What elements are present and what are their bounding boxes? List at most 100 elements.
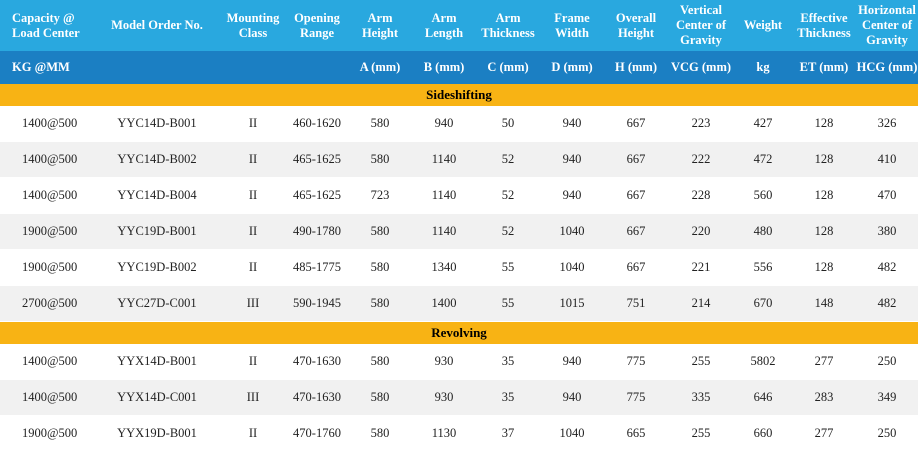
section-header-row: Revolving — [0, 321, 918, 344]
cell-model-order-no: YYC27D-C001 — [94, 285, 220, 322]
cell-vcg: 255 — [668, 344, 734, 380]
cell-mounting-class: III — [220, 285, 286, 322]
cell-vcg: 228 — [668, 177, 734, 214]
cell-model-order-no: YYC19D-B001 — [94, 213, 220, 250]
cell-arm-height: 580 — [348, 415, 412, 452]
unit-model — [94, 51, 220, 84]
cell-capacity: 1400@500 — [0, 379, 94, 416]
cell-arm-height: 580 — [348, 213, 412, 250]
cell-arm-thickness: 52 — [476, 177, 540, 214]
cell-arm-height: 580 — [348, 344, 412, 380]
col-header-arm-length: Arm Length — [412, 0, 476, 51]
section-header-row: Sideshifting — [0, 84, 918, 106]
unit-capacity: KG @MM — [0, 51, 94, 84]
cell-vcg: 221 — [668, 249, 734, 286]
cell-weight: 646 — [734, 379, 792, 416]
cell-capacity: 1400@500 — [0, 141, 94, 178]
unit-arm-length: B (mm) — [412, 51, 476, 84]
table-row: 1400@500 YYC14D-B002 II 465-1625 580 1140 52 94… — [0, 141, 918, 178]
cell-mounting-class: II — [220, 106, 286, 142]
cell-model-order-no: YYC14D-B001 — [94, 106, 220, 142]
cell-overall-height: 775 — [604, 344, 668, 380]
cell-opening-range: 465-1625 — [286, 141, 348, 178]
col-header-mounting-class: Mounting Class — [220, 0, 286, 51]
cell-effective-thickness: 128 — [792, 249, 856, 286]
cell-model-order-no: YYC19D-B002 — [94, 249, 220, 286]
cell-vcg: 214 — [668, 285, 734, 322]
col-header-overall-height: Overall Height — [604, 0, 668, 51]
col-header-frame-width: Frame Width — [540, 0, 604, 51]
cell-arm-length: 1130 — [412, 415, 476, 452]
table-row: 1400@500 YYC14D-B004 II 465-1625 723 1140 52 94… — [0, 177, 918, 214]
table-row: 2700@500 YYC27D-C001 III 590-1945 580 1400 55 1… — [0, 285, 918, 322]
cell-capacity: 1400@500 — [0, 177, 94, 214]
cell-overall-height: 667 — [604, 141, 668, 178]
cell-capacity: 1900@500 — [0, 415, 94, 452]
table-row: 1400@500 YYX14D-B001 II 470-1630 580 930 35 940… — [0, 344, 918, 380]
col-header-hcg: Horizontal Center of Gravity — [856, 0, 918, 51]
cell-hcg: 326 — [856, 106, 918, 142]
cell-mounting-class: II — [220, 415, 286, 452]
cell-model-order-no: YYX14D-B001 — [94, 344, 220, 380]
cell-effective-thickness: 128 — [792, 141, 856, 178]
cell-weight: 427 — [734, 106, 792, 142]
cell-overall-height: 667 — [604, 106, 668, 142]
cell-arm-height: 580 — [348, 141, 412, 178]
cell-arm-length: 940 — [412, 106, 476, 142]
col-header-vcg: Vertical Center of Gravity — [668, 0, 734, 51]
cell-overall-height: 665 — [604, 415, 668, 452]
cell-opening-range: 470-1760 — [286, 415, 348, 452]
cell-model-order-no: YYX14D-C001 — [94, 379, 220, 416]
cell-model-order-no: YYC14D-B004 — [94, 177, 220, 214]
cell-effective-thickness: 283 — [792, 379, 856, 416]
cell-overall-height: 667 — [604, 213, 668, 250]
cell-weight: 560 — [734, 177, 792, 214]
cell-frame-width: 1040 — [540, 415, 604, 452]
unit-frame-width: D (mm) — [540, 51, 604, 84]
unit-effective-thickness: ET (mm) — [792, 51, 856, 84]
cell-opening-range: 485-1775 — [286, 249, 348, 286]
cell-arm-length: 1140 — [412, 141, 476, 178]
col-header-capacity: Capacity @ Load Center — [0, 0, 94, 51]
table-row: 1900@500 YYX19D-B001 II 470-1760 580 1130 37 10… — [0, 415, 918, 452]
unit-overall-height: H (mm) — [604, 51, 668, 84]
cell-opening-range: 470-1630 — [286, 344, 348, 380]
section-title: Revolving — [0, 321, 918, 344]
cell-arm-thickness: 35 — [476, 344, 540, 380]
cell-opening-range: 590-1945 — [286, 285, 348, 322]
table-row: 1400@500 YYX14D-C001 III 470-1630 580 930 35 94… — [0, 379, 918, 416]
cell-frame-width: 940 — [540, 106, 604, 142]
cell-frame-width: 940 — [540, 379, 604, 416]
unit-vcg: VCG (mm) — [668, 51, 734, 84]
cell-arm-thickness: 35 — [476, 379, 540, 416]
cell-frame-width: 940 — [540, 141, 604, 178]
cell-arm-height: 580 — [348, 249, 412, 286]
cell-weight: 480 — [734, 213, 792, 250]
cell-vcg: 335 — [668, 379, 734, 416]
cell-model-order-no: YYX19D-B001 — [94, 415, 220, 452]
cell-arm-thickness: 37 — [476, 415, 540, 452]
cell-hcg: 250 — [856, 344, 918, 380]
cell-capacity: 2700@500 — [0, 285, 94, 322]
cell-overall-height: 775 — [604, 379, 668, 416]
table-body: Sideshifting 1400@500 YYC14D-B001 II 460-162… — [0, 84, 918, 452]
cell-vcg: 220 — [668, 213, 734, 250]
units-row: KG @MM A (mm) B (mm) C (mm) D (mm) H (mm… — [0, 51, 918, 84]
cell-arm-length: 930 — [412, 379, 476, 416]
cell-opening-range: 460-1620 — [286, 106, 348, 142]
cell-opening-range: 465-1625 — [286, 177, 348, 214]
col-header-model-order-no: Model Order No. — [94, 0, 220, 51]
cell-arm-thickness: 50 — [476, 106, 540, 142]
unit-weight: kg — [734, 51, 792, 84]
section-title: Sideshifting — [0, 84, 918, 106]
cell-arm-length: 1140 — [412, 177, 476, 214]
cell-arm-height: 580 — [348, 285, 412, 322]
cell-effective-thickness: 128 — [792, 106, 856, 142]
cell-overall-height: 667 — [604, 249, 668, 286]
cell-frame-width: 940 — [540, 177, 604, 214]
cell-weight: 472 — [734, 141, 792, 178]
cell-frame-width: 940 — [540, 344, 604, 380]
cell-hcg: 470 — [856, 177, 918, 214]
col-header-arm-thickness: Arm Thickness — [476, 0, 540, 51]
cell-hcg: 482 — [856, 249, 918, 286]
